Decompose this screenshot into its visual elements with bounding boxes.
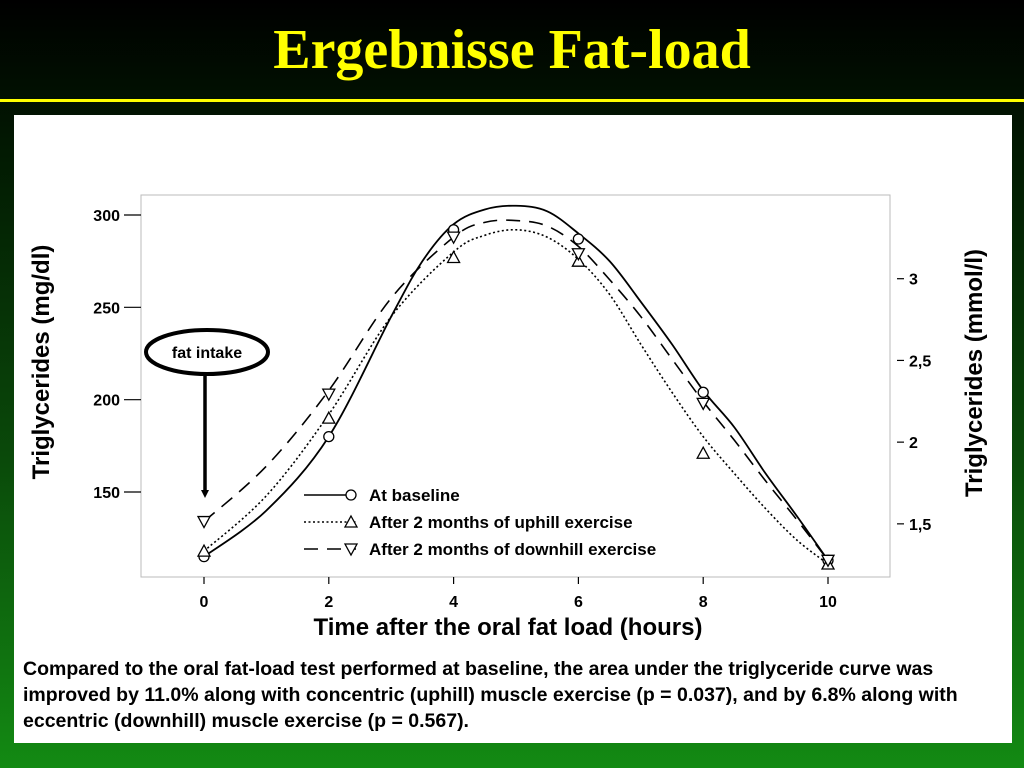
series-line-1 (203, 204, 829, 561)
chart-panel: 0 2 4 6 8 10 150 200 250 300 1,5 2 2,5 3 At baselin… (14, 115, 1012, 743)
series-3-point-3 (446, 231, 461, 245)
y-left-tick-label-300: 300 (93, 208, 120, 225)
y-right-tick-label-2: 2,5 (909, 353, 931, 370)
series-curves (203, 204, 829, 565)
fat-intake-annotation: fat intake (144, 328, 270, 498)
x-tick-label-0: 0 (200, 594, 209, 611)
legend-label-2: After 2 months of uphill exercise (369, 513, 633, 532)
y-left-tick-label-200: 200 (93, 393, 120, 410)
series-1-point-5 (697, 386, 709, 398)
x-tick-label-6: 6 (574, 594, 583, 611)
series-1-point-2 (323, 430, 335, 443)
series-2-point-5 (696, 445, 711, 459)
x-tick-label-8: 8 (699, 594, 708, 611)
legend-marker-1 (345, 489, 357, 501)
triglyceride-chart: 0 2 4 6 8 10 150 200 250 300 1,5 2 2,5 3 At baselin… (28, 194, 988, 641)
plot-frame (140, 194, 891, 578)
y-left-tick-label-250: 250 (93, 300, 120, 317)
series-3-point-2 (321, 388, 336, 402)
y-axis-label-right: Triglycerides (mmol/l) (961, 249, 988, 497)
series-3-point-1 (196, 515, 212, 529)
y-right-tick-label-3: 3 (909, 272, 918, 289)
y-axis-label-left: Triglycerides (mg/dl) (28, 245, 55, 480)
series-2-point-1 (196, 543, 212, 557)
slide-title: Ergebnisse Fat-load (273, 19, 751, 81)
x-tick-label-4: 4 (449, 594, 458, 611)
series-line-2 (203, 228, 829, 565)
series-2-point-3 (446, 250, 461, 264)
x-axis: 0 2 4 6 8 10 (200, 577, 837, 611)
series-3-point-4 (571, 248, 586, 262)
fat-intake-bubble (144, 328, 270, 376)
y-axis-right: 1,5 2 2,5 3 (897, 272, 931, 534)
y-left-tick-label-150: 150 (93, 485, 120, 502)
series-line-3 (203, 219, 829, 561)
legend-label-3: After 2 months of downhill exercise (369, 540, 656, 559)
y-axis-left: 150 200 250 300 (93, 208, 141, 502)
series-1-point-4 (572, 233, 585, 245)
legend-marker-2 (343, 514, 359, 528)
x-axis-label: Time after the oral fat load (hours) (314, 614, 703, 641)
x-tick-label-2: 2 (324, 594, 333, 611)
series-2-point-2 (321, 410, 336, 424)
series-3-point-5 (696, 397, 711, 411)
series-markers (196, 224, 836, 570)
y-right-tick-label-0: 1,5 (909, 517, 931, 534)
legend-label-1: At baseline (369, 486, 460, 505)
legend: At baseline After 2 months of uphill exer… (304, 486, 656, 559)
fat-intake-label: fat intake (172, 345, 242, 362)
legend-marker-3 (343, 543, 359, 557)
y-right-tick-label-1: 2 (909, 435, 918, 452)
caption: Compared to the oral fat-load test perfo… (23, 658, 958, 732)
series-3-point-6 (820, 554, 836, 568)
title-underline (0, 99, 1024, 102)
x-tick-label-10: 10 (819, 594, 837, 611)
